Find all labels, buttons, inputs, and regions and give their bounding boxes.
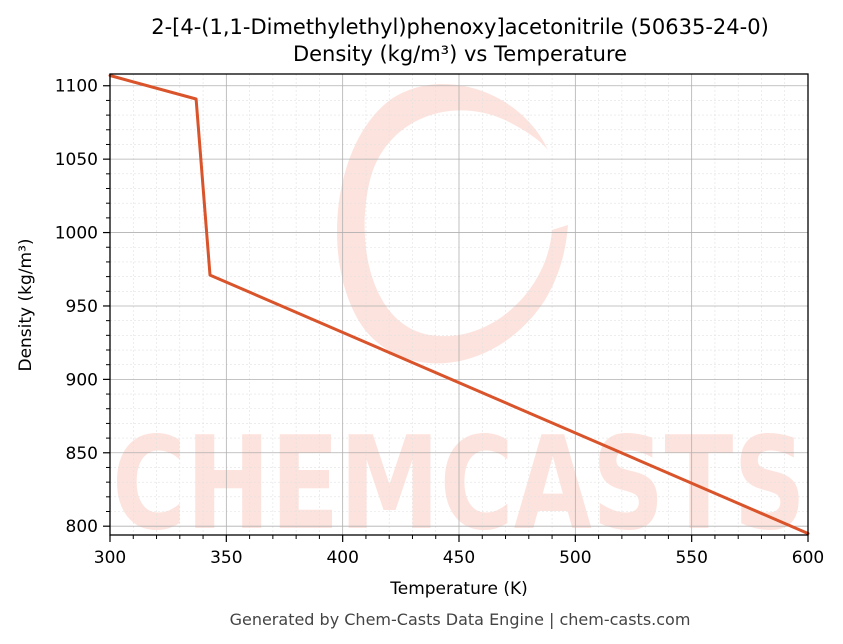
footer-credit: Generated by Chem-Casts Data Engine | ch… — [230, 610, 691, 629]
y-axis-label: Density (kg/m³) — [16, 238, 36, 371]
y-tick-label: 1100 — [55, 77, 98, 97]
chart-title: 2-[4-(1,1-Dimethylethyl)phenoxy]acetonit… — [151, 15, 769, 39]
y-tick-label: 1000 — [55, 224, 98, 244]
x-tick-label: 450 — [443, 548, 475, 568]
x-tick-label: 500 — [559, 548, 591, 568]
x-tick-label: 400 — [326, 548, 358, 568]
density-line — [108, 74, 810, 535]
watermark-ring — [337, 84, 568, 364]
y-tick-label: 900 — [66, 370, 98, 390]
y-tick-label: 950 — [66, 297, 98, 317]
plot-frame — [109, 73, 809, 536]
x-tick-label: 300 — [94, 548, 126, 568]
x-axis-label: Temperature (K) — [389, 579, 528, 599]
y-tick-label: 1050 — [55, 150, 98, 170]
y-tick-label: 800 — [66, 517, 98, 537]
axis-ticks: 300 350 400 450 500 550 600 800 850 900 950 1000 105… — [55, 77, 824, 568]
x-tick-label: 600 — [792, 548, 824, 568]
chart-subtitle: Density (kg/m³) vs Temperature — [293, 42, 627, 66]
x-tick-label: 550 — [675, 548, 707, 568]
data-series — [108, 74, 810, 535]
x-tick-label: 350 — [210, 548, 242, 568]
y-tick-label: 850 — [66, 444, 98, 464]
